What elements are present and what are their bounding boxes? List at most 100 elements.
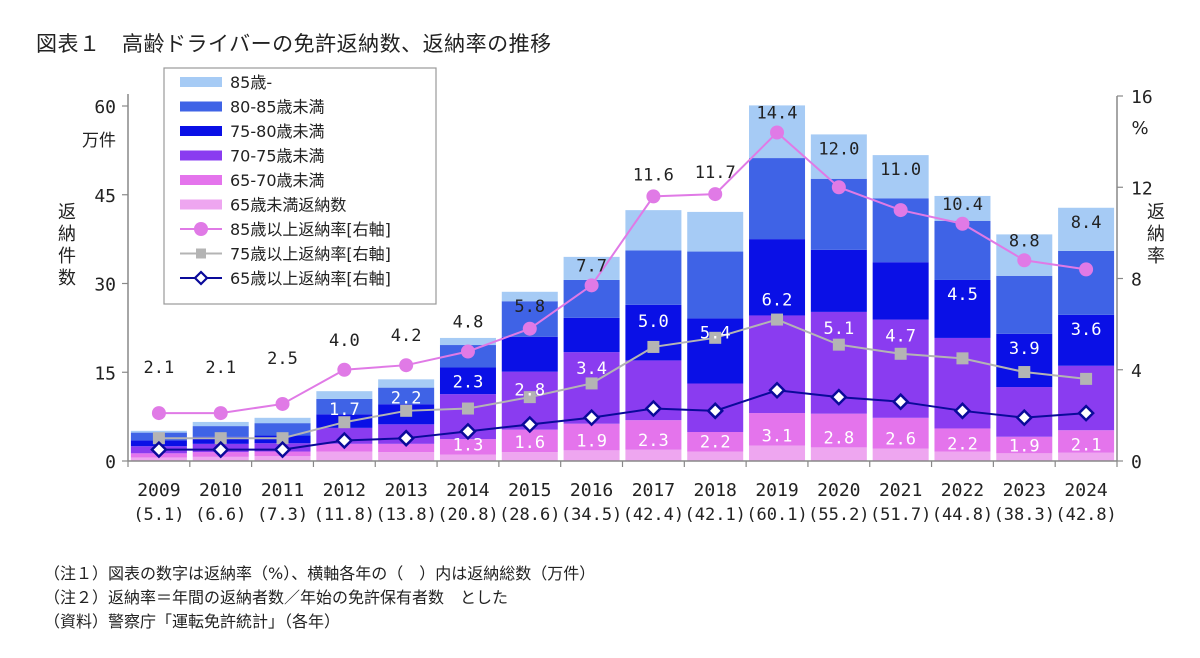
point-marker [460, 344, 475, 359]
data-label-85: 2.1 [144, 358, 175, 378]
legend-label: 70-75歳未満 [230, 147, 325, 166]
bar-segment [254, 417, 311, 424]
bar-segment [625, 420, 682, 450]
point-marker [397, 429, 415, 447]
right-axis-title-char: 返 [1147, 202, 1165, 223]
left-tick-label: 45 [94, 186, 116, 207]
left-tick-label: 0 [105, 452, 116, 473]
bar-segment [810, 249, 867, 312]
x-tick-sublabel: (13.8) [375, 505, 436, 525]
point-marker [647, 340, 660, 353]
point-marker [400, 404, 413, 417]
bar-segment [254, 456, 311, 461]
legend-label: 80-85歳未満 [230, 98, 325, 117]
data-label-75: 4.7 [885, 327, 916, 347]
point-marker [522, 321, 537, 336]
legend-swatch [180, 77, 222, 87]
x-tick-sublabel: (7.3) [257, 505, 308, 525]
point-marker [706, 402, 724, 420]
bar-segment [934, 428, 991, 452]
bar-segment [254, 423, 311, 436]
bar-segment [439, 439, 496, 455]
legend-marker [196, 248, 206, 259]
data-label-75: 5.4 [700, 323, 731, 343]
data-label-75: 5.1 [823, 319, 854, 339]
bar-segment [501, 336, 558, 372]
bar-segment [872, 262, 929, 320]
labels-layer: 2.1 2.1 2.5 4.0 4.2 4.8 5.8 7.7 11.6 11.7 14.4 12.0… [144, 104, 1102, 457]
point-marker [582, 408, 601, 427]
data-label-85: 2.5 [267, 349, 298, 369]
bar-segment [625, 210, 682, 251]
legend-label: 65-70歳未満 [230, 171, 325, 190]
data-label-65: 1.9 [576, 431, 607, 451]
bar-segment [1058, 250, 1115, 315]
legend-label: 75歳以上返納率[右軸] [230, 245, 391, 264]
bar-segment [749, 158, 806, 240]
bar-segment [625, 449, 682, 461]
point-marker [337, 362, 352, 377]
x-tick-label: 2022 [941, 480, 984, 501]
x-tick-sublabel: (6.6) [195, 505, 246, 525]
bar-segment [501, 429, 558, 453]
x-tick-sublabel: (44.8) [932, 505, 993, 525]
data-label-65: 1.9 [1009, 436, 1040, 456]
x-tick-label: 2024 [1064, 480, 1107, 501]
data-label-75: 3.9 [1009, 339, 1040, 359]
legend-label: 85歳- [230, 73, 272, 92]
bar-segment [996, 453, 1053, 461]
point-marker [1015, 408, 1034, 427]
legend-marker [194, 222, 208, 236]
data-label-85: 8.4 [1071, 213, 1102, 233]
right-axis-title-char: 納 [1147, 224, 1165, 245]
bar-segment [872, 155, 929, 199]
bar-segment [563, 423, 620, 451]
right-tick-label: 4 [1131, 361, 1142, 382]
notes: （注１）図表の数字は返納率（%）、横軸各年の（ ）内は返納総数（万件） （注２）… [44, 562, 595, 634]
point-marker [770, 125, 785, 140]
x-tick-label: 2021 [879, 480, 922, 501]
data-label-65: 1.6 [514, 433, 545, 453]
legend-swatch [180, 101, 222, 112]
x-tick-label: 2019 [755, 480, 798, 501]
legend-label: 85歳以上返納率[右軸] [230, 220, 391, 239]
point-marker [832, 338, 845, 351]
left-axis-title-char: 納 [58, 224, 76, 245]
bar-segment [872, 448, 929, 461]
left-axis-title-char: 件 [58, 246, 76, 267]
x-tick-sublabel: (5.1) [133, 505, 184, 525]
bar-segment [439, 337, 496, 346]
data-label-85: 11.0 [880, 160, 921, 180]
data-label-65: 2.2 [700, 433, 731, 453]
bar-segment [749, 413, 806, 446]
point-marker [1077, 404, 1095, 422]
x-tick-label: 2009 [137, 480, 180, 501]
data-label-85: 2.1 [205, 358, 236, 378]
bar-segment [687, 318, 744, 384]
data-label-75: 2.2 [391, 389, 422, 409]
bar-segment [934, 451, 991, 461]
data-label-75: 3.4 [576, 359, 607, 379]
point-marker [894, 347, 907, 360]
bar-segment [316, 398, 373, 415]
point-marker [213, 406, 228, 421]
left-axis-unit: 万件 [82, 131, 116, 151]
point-marker [1017, 253, 1032, 268]
point-marker [771, 313, 784, 326]
data-label-75: 6.2 [762, 290, 793, 310]
bar-segment [192, 456, 249, 461]
bar-segment [872, 417, 929, 449]
point-marker [150, 440, 168, 459]
bar-segment [996, 275, 1053, 334]
point-marker [584, 278, 599, 293]
legend-label: 65歳以上返納率[右軸] [230, 269, 391, 288]
point-marker [956, 352, 969, 365]
bar-segment [1058, 207, 1115, 251]
data-label-65: 2.2 [947, 435, 978, 455]
left-tick-label: 15 [94, 363, 116, 384]
point-marker [151, 406, 166, 421]
x-tick-sublabel: (11.8) [314, 505, 375, 525]
bar-segment [996, 436, 1053, 454]
point-marker [646, 189, 661, 204]
point-marker [211, 440, 230, 459]
